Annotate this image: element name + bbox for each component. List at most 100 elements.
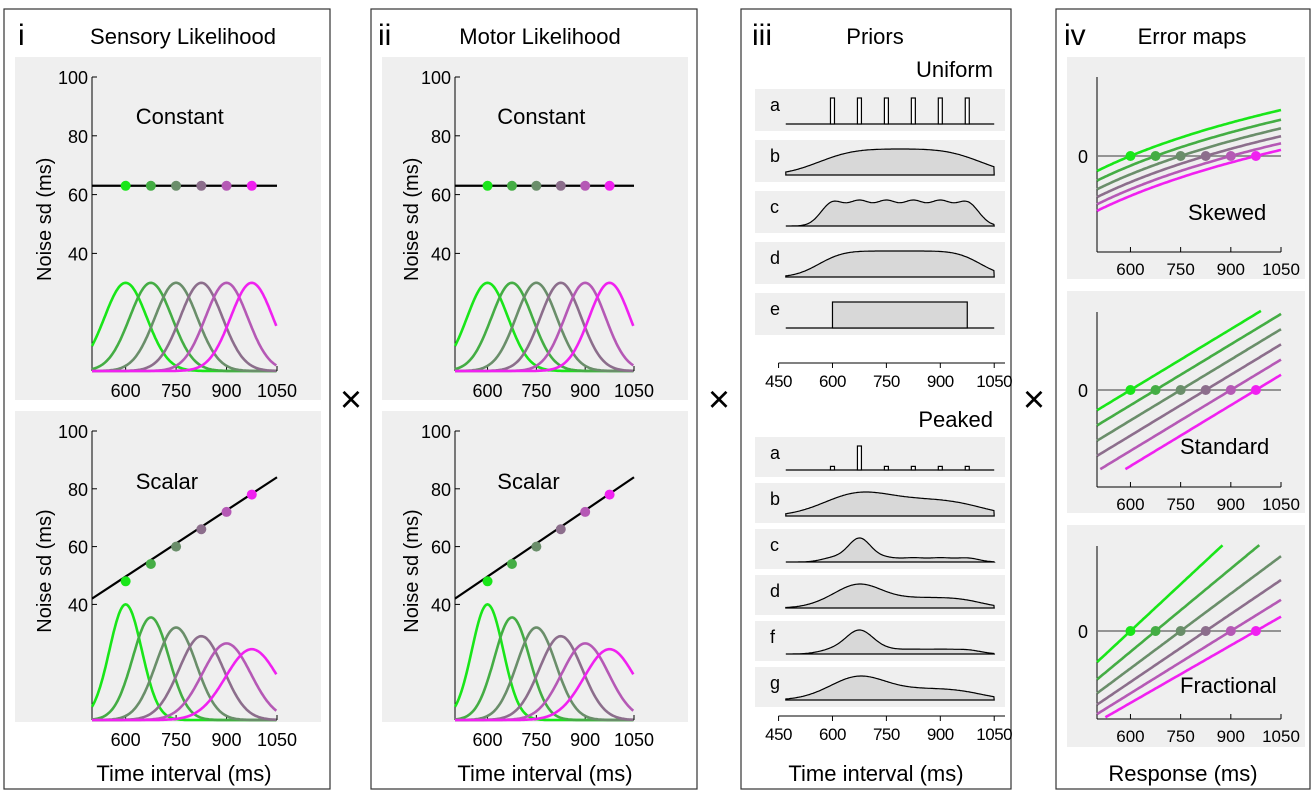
priors-uniform-xtick-label-600: 600 (819, 372, 846, 391)
error-fractional-xtick-label-600: 600 (1116, 727, 1144, 746)
motor-constant-point-4 (555, 180, 566, 191)
error-standard-point-6 (1250, 385, 1261, 395)
motor-scalar-ytick-label-100: 100 (421, 422, 451, 442)
motor-constant-xtick-label-750: 750 (521, 381, 551, 401)
error-standard-subplot: 0 600 750 900 1050 Standard (1067, 291, 1305, 514)
sensory-constant-xtick-label-600: 600 (111, 381, 141, 401)
error-skewed-point-1 (1125, 151, 1136, 161)
priors-peaked-row-b-label: b (770, 489, 780, 509)
error-skewed-label: Skewed (1188, 200, 1266, 225)
panel-ii-xlabel: Time interval (ms) (457, 761, 632, 786)
error-standard-label: Standard (1180, 434, 1269, 459)
sensory-scalar-xtick-label-750: 750 (161, 730, 191, 750)
error-fractional-curve-1 (1096, 544, 1224, 664)
priors-uniform-row-c-label: c (770, 197, 779, 217)
panel-iii-xlabel: Time interval (ms) (788, 761, 963, 786)
error-skewed-xtick-label-900: 900 (1217, 260, 1245, 279)
sensory-scalar-ytick-label-80: 80 (68, 480, 88, 500)
panel-iv-numeral: iv (1064, 19, 1086, 52)
priors-peaked-xtick-label-1050: 1050 (976, 725, 1012, 744)
motor-constant-ytick-label-80: 80 (431, 127, 451, 147)
priors-uniform-row-e-label: e (770, 299, 780, 319)
error-fractional-ytick-label-0: 0 (1078, 622, 1088, 642)
priors-uniform-row-a-spike-5 (937, 97, 943, 125)
sensory-constant-point-6 (246, 180, 257, 191)
priors-peaked-row-a-spike-5 (937, 465, 943, 471)
motor-scalar-ytick-label-60: 60 (431, 538, 451, 558)
motor-scalar-xtick-label-900: 900 (570, 730, 600, 750)
sensory-constant-point-4 (196, 180, 207, 191)
priors-uniform-xtick-label-450: 450 (765, 372, 792, 391)
motor-constant-ytick-label-60: 60 (431, 186, 451, 206)
error-skewed-point-6 (1250, 151, 1261, 161)
error-skewed-curve-3 (1096, 127, 1282, 191)
priors-peaked-row-b-density (785, 491, 995, 517)
motor-constant-label: Constant (497, 104, 585, 129)
priors-peaked-row-a-spike-1 (829, 465, 836, 471)
sensory-constant-xtick-label-750: 750 (161, 381, 191, 401)
priors-uniform-row-c-density (785, 199, 995, 227)
error-fractional-curve-3 (1096, 555, 1282, 695)
sensory-scalar-point-1 (120, 576, 131, 587)
motor-constant-xtick-label-900: 900 (570, 381, 600, 401)
panel-iv-title: Error maps (1138, 24, 1247, 49)
error-standard-ytick-label-0: 0 (1078, 381, 1088, 401)
priors-peaked-row-c-density (785, 537, 996, 563)
sensory-constant-ytick-label-40: 40 (68, 244, 88, 264)
sensory-constant-point-3 (171, 180, 182, 191)
motor-scalar-point-6 (604, 489, 615, 500)
priors-peaked-group: Peaked a b c d f g 450 600 750 900 1050 (755, 407, 1013, 744)
sensory-constant-point-5 (221, 180, 232, 191)
priors-uniform-row-a-spike-1 (829, 97, 836, 125)
priors-uniform-row-d-label: d (770, 248, 780, 268)
motor-constant-gaussian-6 (455, 281, 635, 373)
sensory-scalar-xtick-label-900: 900 (212, 730, 242, 750)
sensory-constant-point-2 (145, 180, 156, 191)
priors-peaked-xtick-label-450: 450 (765, 725, 792, 744)
error-fractional-point-6 (1250, 626, 1261, 636)
error-standard-xtick-label-900: 900 (1217, 495, 1245, 514)
motor-scalar-xtick-label-600: 600 (473, 730, 503, 750)
motor-scalar-subplot: 40 60 80 100 600 750 900 1050 Noise sd (ms) Scala… (382, 411, 688, 750)
error-standard-point-4 (1200, 385, 1211, 395)
sensory-scalar-gaussian-6 (92, 647, 278, 722)
sensory-constant-ytick-label-80: 80 (68, 127, 88, 147)
motor-constant-ytick-label-100: 100 (421, 68, 451, 88)
priors-uniform-row-a-spike-3 (883, 97, 889, 125)
panel-ii-numeral: ii (378, 19, 391, 52)
sensory-scalar-label: Scalar (136, 469, 198, 494)
priors-peaked-row-f-background (755, 621, 1005, 661)
priors-peaked-label: Peaked (918, 407, 993, 432)
priors-uniform-row-d-density (785, 250, 995, 278)
priors-peaked-row-f-label: f (770, 627, 776, 647)
priors-peaked-xtick-label-900: 900 (927, 725, 954, 744)
motor-scalar-xtick-label-1050: 1050 (614, 730, 654, 750)
sensory-constant-xtick-label-900: 900 (212, 381, 242, 401)
motor-scalar-point-4 (555, 524, 566, 535)
priors-peaked-row-a-spike-3 (883, 465, 889, 471)
priors-uniform-row-a-spike-2 (856, 97, 863, 125)
panel-i-numeral: i (18, 19, 25, 52)
priors-peaked-row-a-spike-6 (964, 465, 970, 471)
panel-ii-title: Motor Likelihood (459, 24, 620, 49)
error-fractional-background (1067, 525, 1305, 747)
motor-constant-point-1 (482, 180, 493, 191)
times-sign-1: × (340, 379, 362, 421)
motor-constant-background (382, 57, 688, 400)
error-fractional-point-4 (1200, 626, 1211, 636)
motor-scalar-point-2 (506, 558, 517, 569)
priors-peaked-xtick-label-750: 750 (873, 725, 900, 744)
error-fractional-point-1 (1125, 626, 1136, 636)
motor-constant-point-5 (580, 180, 591, 191)
error-skewed-curve-4 (1096, 134, 1282, 199)
sensory-constant-point-1 (120, 180, 131, 191)
error-skewed-xtick-label-600: 600 (1116, 260, 1144, 279)
error-fractional-xtick-label-1050: 1050 (1262, 727, 1300, 746)
motor-scalar-ytick-label-40: 40 (431, 595, 451, 615)
error-skewed-ytick-label-0: 0 (1078, 147, 1088, 167)
motor-constant-point-6 (604, 180, 615, 191)
motor-scalar-gaussian-6 (455, 647, 635, 722)
panel-iii-title: Priors (846, 24, 903, 49)
error-standard-curve-1 (1096, 309, 1262, 412)
